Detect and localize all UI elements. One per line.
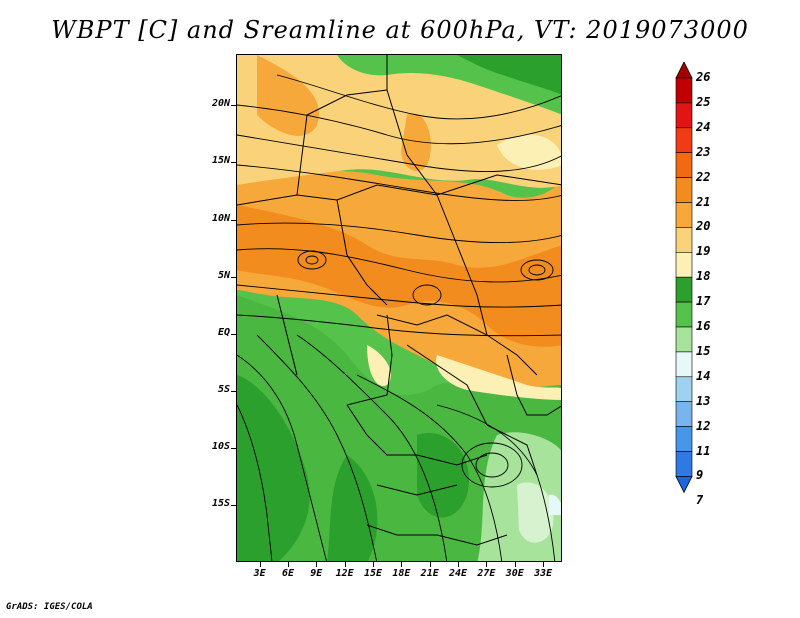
lon-tick-label: 6E [281,568,294,579]
lat-tick-label: 20N [211,98,230,110]
lon-tick-label: 24E [449,568,468,579]
lon-tick-label: 33E [534,568,553,579]
lon-tick-mark [458,562,460,567]
wbpt-17-dark-patch-north [457,55,561,95]
lat-tick-label: EQ [217,326,230,338]
wbpt-17-dark-patch-west [237,375,310,561]
colorbar-label: 23 [696,144,711,159]
colorbar-label: 25 [696,94,711,109]
colorbar-segment [675,252,693,278]
lon-tick-mark [543,562,545,567]
colorbar-label: 16 [696,319,711,333]
lon-tick-mark [486,562,488,567]
colorbar-label: 17 [696,294,711,309]
lat-tick-label: 15S [211,497,230,509]
colorbar-segment [675,301,693,328]
grads-credit: GrADS: IGES/COLA [6,602,93,612]
plot-title: WBPT [C] and Sreamline at 600hPa, VT: 20… [51,16,749,44]
lon-tick-mark [514,562,516,567]
colorbar-segment [675,102,693,129]
wbpt-17-dark-patch-south [327,455,378,561]
wbpt-19-band [237,55,561,188]
colorbar-segment [675,227,693,253]
streamlines [237,74,561,561]
colorbar-segment [675,127,693,154]
colorbar-label: 20 [696,219,711,234]
lon-tick-mark [287,562,289,567]
lon-tick-mark [259,562,261,567]
lon-tick-label: 9E [310,568,323,579]
colorbar-label: 11 [696,443,711,458]
wbpt-20-patch-north [257,55,319,136]
lon-tick-mark [373,562,374,567]
lon-tick-label: 18E [392,568,411,579]
colorbar-bottom-arrow [675,475,693,494]
colorbar-segment [675,426,693,452]
colorbar-label: 7 [696,493,704,508]
lat-tick-label: 10S [211,440,230,452]
colorbar-segment [675,451,693,477]
colorbar-segment [675,152,693,178]
lat-tick-mark [231,219,236,221]
wbpt-18-patch-ne [497,134,561,170]
lat-tick-mark [231,333,236,335]
colorbar-segment [675,202,693,228]
colorbar-label: 12 [696,418,711,433]
lat-tick-label: 10N [211,212,230,224]
colorbar-label: 15 [696,343,711,358]
colorbar-label: 9 [696,468,704,483]
colorbar-segment [675,276,693,303]
lon-tick-label: 15E [363,568,383,579]
colorbar-segment [675,376,693,402]
wbpt-17-dark-patch-east [417,433,469,518]
colorbar-segment [675,177,693,203]
colorbar-label: 14 [696,368,711,383]
lat-tick-mark [231,105,236,107]
lon-tick-mark [429,562,431,567]
lat-tick-mark [231,504,236,506]
lon-tick-label: 27E [477,568,496,579]
lat-tick-label: 5S [217,383,230,395]
lat-tick-mark [231,390,236,392]
colorbar-label: 22 [696,169,711,184]
wbpt-18-transition [436,355,561,400]
colorbar-label: 18 [696,269,711,284]
lon-tick-mark [401,562,403,567]
colorbar-label: 19 [696,244,711,259]
colorbar-label: 26 [696,70,711,84]
lon-tick-label: 3E [253,568,266,579]
lon-tick-mark [344,562,346,567]
colorbar-segment [675,401,693,427]
lat-tick-label: 15N [211,155,230,167]
lat-tick-mark [231,162,236,164]
colorbar-top-arrow [675,61,693,79]
lon-tick-mark [316,562,318,567]
colorbar-label: 13 [696,393,711,408]
colorbar-label: 21 [696,194,711,209]
country-borders [237,55,561,546]
colorbar-segment [675,351,693,378]
map-panel [236,54,562,562]
lat-tick-mark [231,276,236,278]
wbpt-field-map [237,55,561,561]
lon-tick-label: 30E [505,568,524,579]
wbpt-15-patch [549,494,561,515]
lat-tick-mark [231,447,236,449]
wbpt-18-patch-equator [367,345,391,386]
lon-tick-label: 21E [420,568,439,579]
lat-tick-label: 5N [217,269,230,281]
colorbar-label: 24 [696,119,711,134]
wbpt-15-16-patch [517,482,554,543]
colorbar-legend: 26 25 24 23 22 21 20 19 18 17 16 15 14 13 12 11 9 7 [672,61,792,566]
lon-tick-label: 12E [335,568,354,579]
wbpt-21-22-core [237,205,561,347]
colorbar-segment [675,326,693,353]
colorbar-svg [675,61,693,494]
colorbar-segment [675,77,693,104]
